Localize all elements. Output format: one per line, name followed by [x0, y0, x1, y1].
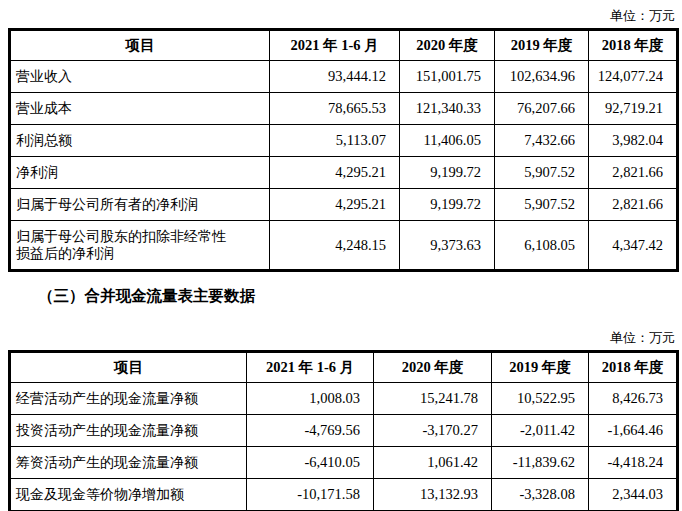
- cell-value: 93,444.12: [270, 61, 400, 93]
- cell-value: 5,113.07: [270, 125, 400, 157]
- cell-value: 5,907.52: [495, 157, 589, 189]
- cell-value: 10,522.95: [492, 383, 589, 415]
- document-page: 单位：万元 项目 2021 年 1-6 月 2020 年度 2019 年度 20…: [8, 0, 676, 511]
- income-statement-table: 项目 2021 年 1-6 月 2020 年度 2019 年度 2018 年度 …: [8, 28, 679, 272]
- table-row: 投资活动产生的现金流量净额 -4,769.56 -3,170.27 -2,011…: [10, 415, 678, 447]
- section-heading: （三）合并现金流量表主要数据: [38, 286, 676, 306]
- row-label: 营业成本: [10, 93, 270, 125]
- column-header-2020: 2020 年度: [374, 352, 492, 383]
- column-header-2020: 2020 年度: [400, 30, 495, 61]
- cell-value: -6,410.05: [247, 447, 374, 479]
- cell-value: 102,634.96: [495, 61, 589, 93]
- cell-value: 151,001.75: [400, 61, 495, 93]
- cell-value: 124,077.24: [589, 61, 678, 93]
- table-row: 筹资活动产生的现金流量净额 -6,410.05 1,061.42 -11,839…: [10, 447, 678, 479]
- cell-value: 5,907.52: [495, 189, 589, 221]
- row-label: 营业收入: [10, 61, 270, 93]
- table-row: 经营活动产生的现金流量净额 1,008.03 15,241.78 10,522.…: [10, 383, 678, 415]
- row-label: 筹资活动产生的现金流量净额: [10, 447, 247, 479]
- cell-value: -11,839.62: [492, 447, 589, 479]
- column-header-2021h1: 2021 年 1-6 月: [270, 30, 400, 61]
- cell-value: 9,199.72: [400, 189, 495, 221]
- table-header-row: 项目 2021 年 1-6 月 2020 年度 2019 年度 2018 年度: [10, 352, 678, 383]
- cell-value: 1,061.42: [374, 447, 492, 479]
- cell-value: 121,340.33: [400, 93, 495, 125]
- cell-value: -1,664.46: [589, 415, 678, 447]
- row-label: 归属于母公司所有者的净利润: [10, 189, 270, 221]
- cell-value: 2,821.66: [589, 189, 678, 221]
- cell-value: 4,248.15: [270, 221, 400, 271]
- cell-value: 11,406.05: [400, 125, 495, 157]
- cell-value: -2,011.42: [492, 415, 589, 447]
- cell-value: 4,347.42: [589, 221, 678, 271]
- cell-value: 9,373.63: [400, 221, 495, 271]
- cell-value: 9,199.72: [400, 157, 495, 189]
- column-header-item: 项目: [10, 352, 247, 383]
- column-header-2021h1: 2021 年 1-6 月: [247, 352, 374, 383]
- table-row: 利润总额 5,113.07 11,406.05 7,432.66 3,982.0…: [10, 125, 678, 157]
- cell-value: 6,108.05: [495, 221, 589, 271]
- cell-value: 76,207.66: [495, 93, 589, 125]
- table-row: 现金及现金等价物净增加额 -10,171.58 13,132.93 -3,328…: [10, 479, 678, 511]
- cell-value: 8,426.73: [589, 383, 678, 415]
- column-header-2018: 2018 年度: [589, 30, 678, 61]
- row-label: 归属于母公司股东的扣除非经常性 损益后的净利润: [10, 221, 270, 271]
- cell-value: -4,418.24: [589, 447, 678, 479]
- cell-value: 4,295.21: [270, 189, 400, 221]
- unit-label-income: 单位：万元: [8, 0, 676, 28]
- unit-label-cashflow: 单位：万元: [8, 306, 676, 350]
- row-label: 利润总额: [10, 125, 270, 157]
- column-header-2019: 2019 年度: [495, 30, 589, 61]
- cell-value: -3,170.27: [374, 415, 492, 447]
- cell-value: 2,344.03: [589, 479, 678, 511]
- column-header-2018: 2018 年度: [589, 352, 678, 383]
- row-label: 净利润: [10, 157, 270, 189]
- table-row: 营业成本 78,665.53 121,340.33 76,207.66 92,7…: [10, 93, 678, 125]
- cell-value: 15,241.78: [374, 383, 492, 415]
- cell-value: 7,432.66: [495, 125, 589, 157]
- row-label: 投资活动产生的现金流量净额: [10, 415, 247, 447]
- cell-value: -3,328.08: [492, 479, 589, 511]
- table-row: 归属于母公司所有者的净利润 4,295.21 9,199.72 5,907.52…: [10, 189, 678, 221]
- cell-value: -10,171.58: [247, 479, 374, 511]
- table-row: 营业收入 93,444.12 151,001.75 102,634.96 124…: [10, 61, 678, 93]
- cell-value: 1,008.03: [247, 383, 374, 415]
- cell-value: 92,719.21: [589, 93, 678, 125]
- cashflow-table: 项目 2021 年 1-6 月 2020 年度 2019 年度 2018 年度 …: [8, 350, 679, 511]
- row-label: 经营活动产生的现金流量净额: [10, 383, 247, 415]
- cell-value: 3,982.04: [589, 125, 678, 157]
- cell-value: 4,295.21: [270, 157, 400, 189]
- table-row: 净利润 4,295.21 9,199.72 5,907.52 2,821.66: [10, 157, 678, 189]
- cell-value: -4,769.56: [247, 415, 374, 447]
- row-label: 现金及现金等价物净增加额: [10, 479, 247, 511]
- table-header-row: 项目 2021 年 1-6 月 2020 年度 2019 年度 2018 年度: [10, 30, 678, 61]
- cell-value: 13,132.93: [374, 479, 492, 511]
- column-header-item: 项目: [10, 30, 270, 61]
- column-header-2019: 2019 年度: [492, 352, 589, 383]
- cell-value: 2,821.66: [589, 157, 678, 189]
- cell-value: 78,665.53: [270, 93, 400, 125]
- table-row: 归属于母公司股东的扣除非经常性 损益后的净利润 4,248.15 9,373.6…: [10, 221, 678, 271]
